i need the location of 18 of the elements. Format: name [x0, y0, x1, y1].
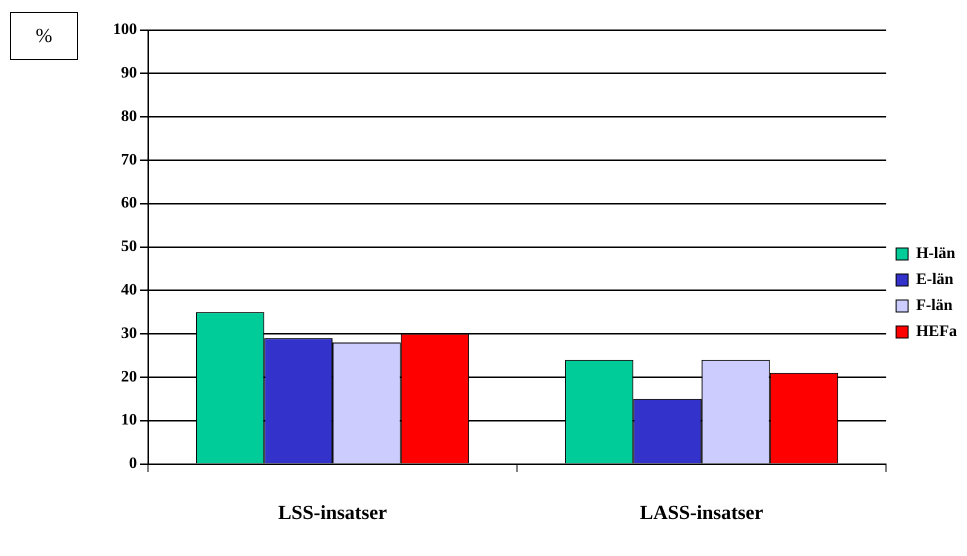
y-axis-title: % [10, 12, 78, 60]
legend-label: F-län [916, 297, 953, 314]
y-tick-label: 30 [121, 324, 137, 342]
x-tick-label: LSS-insatser [278, 502, 388, 524]
y-tick-label: 20 [121, 368, 137, 386]
y-tick-label: 100 [113, 21, 137, 38]
y-tick-label: 80 [121, 108, 137, 125]
y-tick-label: 60 [121, 194, 137, 212]
x-tick-label: LASS-insatser [640, 502, 764, 524]
y-tick-label: 10 [121, 412, 137, 429]
legend-label: HEFa [916, 323, 957, 340]
y-tick-label: 50 [121, 238, 137, 256]
y-tick-label: 0 [129, 455, 137, 472]
legend-label: E-län [916, 271, 954, 288]
y-tick-label: 90 [121, 64, 137, 82]
y-tick-label: 40 [121, 282, 137, 299]
legend-label: H-län [916, 245, 956, 262]
y-tick-label: 70 [121, 151, 137, 168]
